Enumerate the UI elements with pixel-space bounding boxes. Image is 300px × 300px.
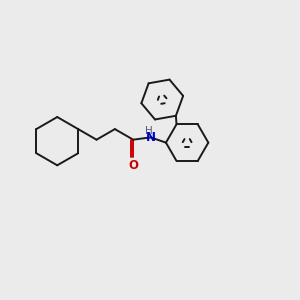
Text: N: N bbox=[146, 131, 156, 144]
Text: O: O bbox=[128, 159, 138, 172]
Text: H: H bbox=[145, 126, 152, 136]
